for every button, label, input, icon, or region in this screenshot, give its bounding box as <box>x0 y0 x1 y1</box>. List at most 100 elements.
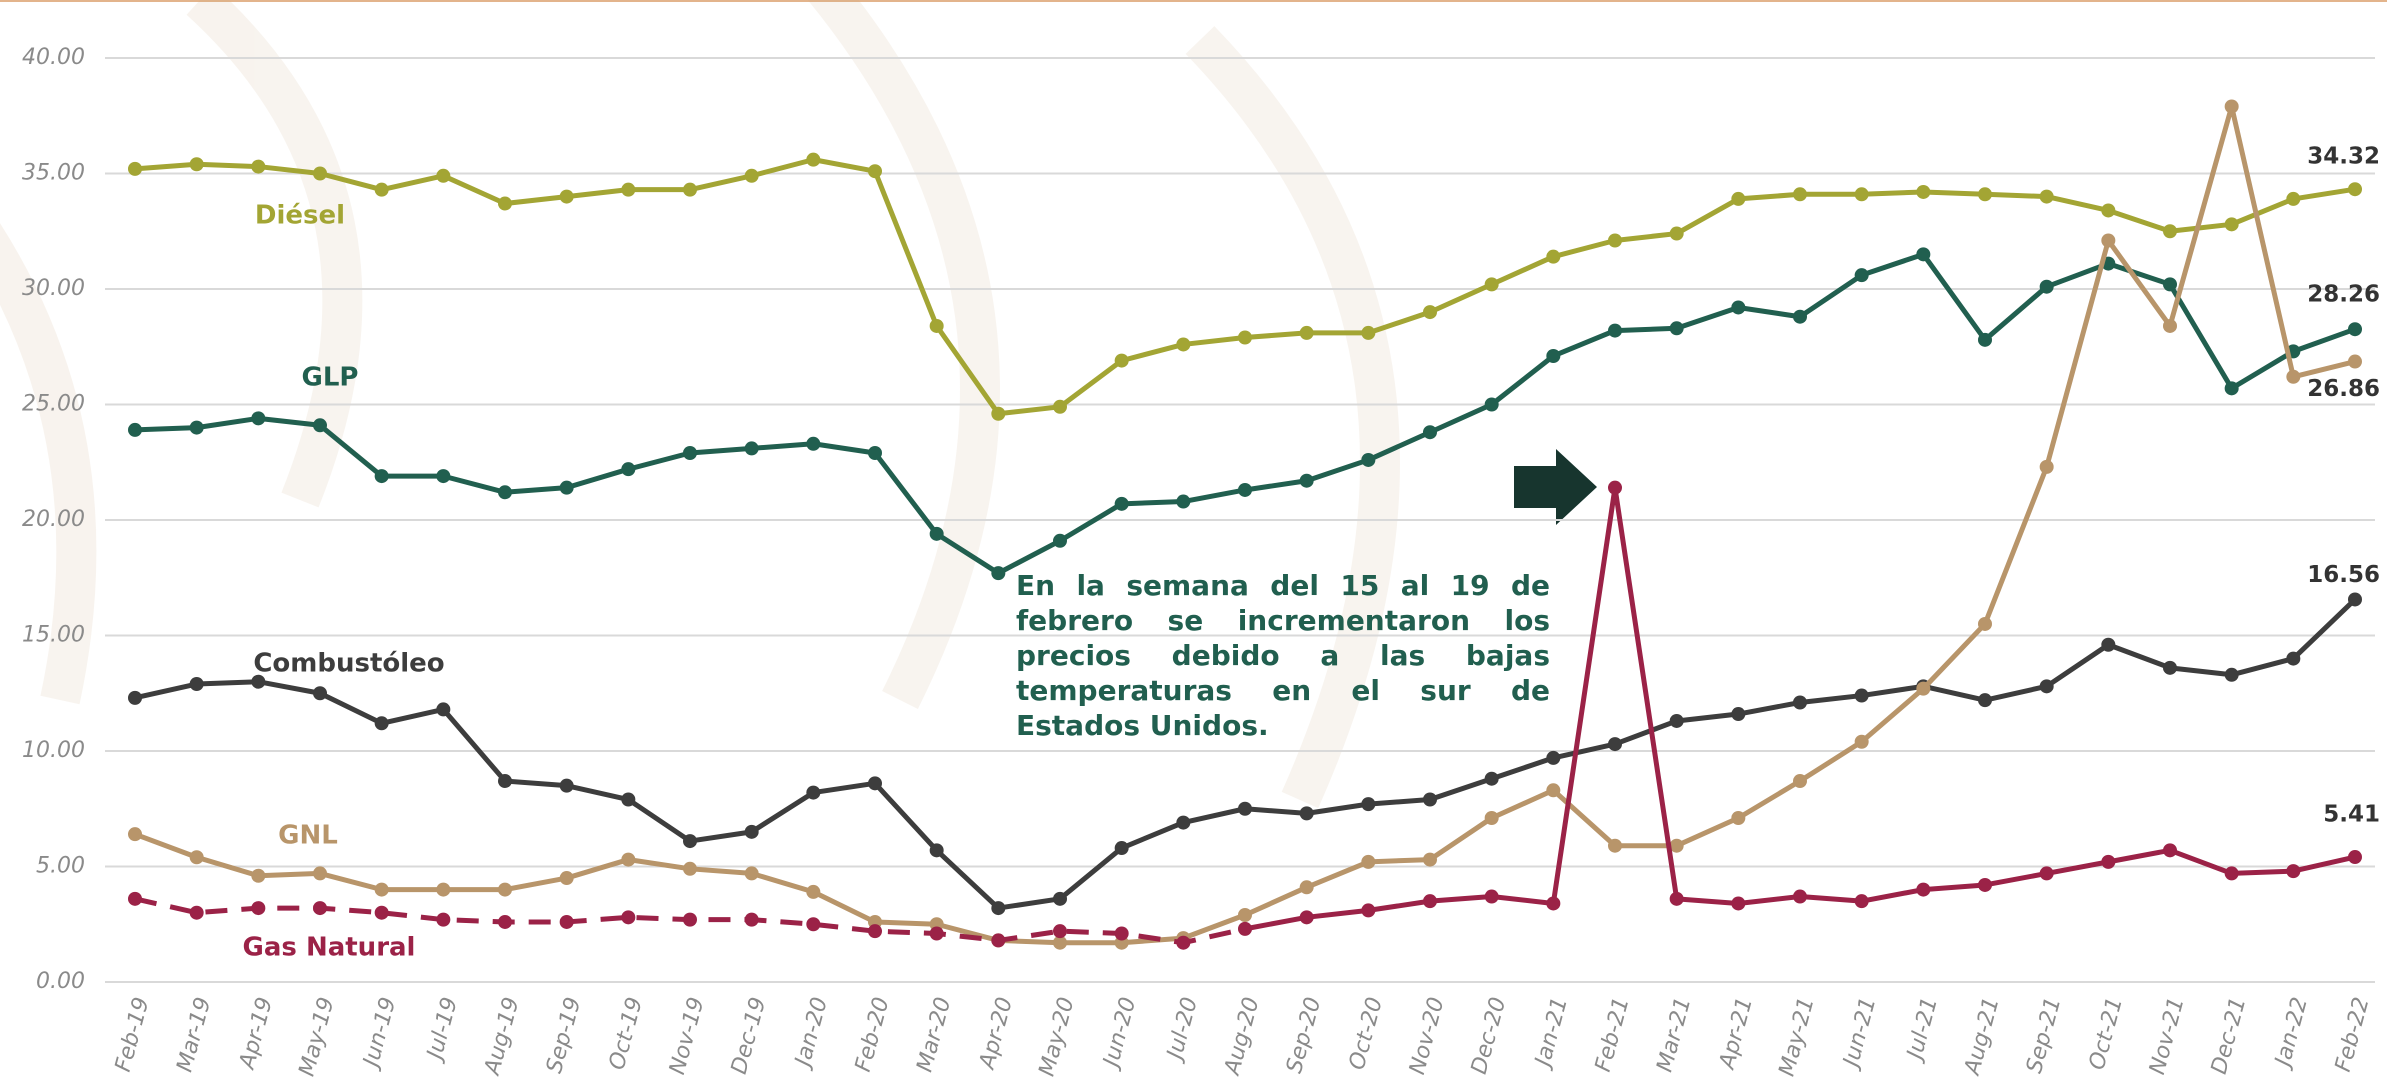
x-tick-label: Apr-19 <box>234 995 278 1074</box>
point <box>621 852 636 867</box>
point <box>929 526 944 541</box>
point <box>621 462 636 477</box>
point <box>189 157 204 172</box>
point <box>2163 660 2177 675</box>
y-tick-label: 5.00 <box>36 854 85 879</box>
point <box>2039 866 2054 881</box>
point <box>559 480 574 495</box>
x-tick-label: Mar-20 <box>912 995 956 1075</box>
point <box>1423 425 1437 440</box>
point <box>744 912 759 927</box>
point <box>868 924 882 939</box>
x-tick-label: Nov-21 <box>2145 995 2190 1078</box>
point <box>2286 369 2301 384</box>
point <box>1423 792 1437 807</box>
point <box>991 566 1006 581</box>
point <box>1978 877 1992 892</box>
point <box>436 168 451 183</box>
point <box>2101 203 2116 218</box>
point <box>313 166 327 181</box>
x-tick-label: Jul-19 <box>422 995 463 1066</box>
point <box>1793 695 1807 710</box>
point <box>374 469 389 484</box>
point <box>744 441 759 456</box>
annotation: En la semana del 15 al 19 de febrero se … <box>1016 569 1550 742</box>
point <box>128 827 142 842</box>
x-tick-label: Aug-20 <box>1220 995 1265 1080</box>
point <box>929 843 944 858</box>
point <box>1793 309 1807 324</box>
point <box>2039 679 2054 694</box>
point <box>2101 854 2116 869</box>
point <box>1669 891 1684 906</box>
series-label: GLP <box>302 363 359 393</box>
point <box>251 868 266 883</box>
point <box>1361 903 1376 918</box>
x-tick-label: Jan-22 <box>2270 995 2313 1073</box>
point <box>2163 843 2177 858</box>
end-value-label: 34.32 <box>2307 144 2380 170</box>
point <box>683 861 697 876</box>
point <box>1299 880 1314 895</box>
point <box>128 422 142 437</box>
point <box>1238 908 1252 923</box>
point <box>498 882 512 897</box>
point <box>1238 330 1252 345</box>
point <box>991 406 1006 421</box>
point <box>251 674 266 689</box>
point <box>1608 737 1622 752</box>
point <box>1484 397 1499 412</box>
point <box>128 891 142 906</box>
end-value-label: 26.86 <box>2307 376 2380 402</box>
point <box>1854 268 1869 283</box>
x-tick-label: Feb-21 <box>1591 995 1635 1075</box>
series-label: Gas Natural <box>243 933 416 963</box>
x-tick-label: Jun-20 <box>1098 995 1141 1073</box>
point <box>868 776 882 791</box>
point <box>1669 713 1684 728</box>
point <box>251 411 266 426</box>
point <box>868 164 882 179</box>
point <box>1854 734 1869 749</box>
x-tick-label: Nov-20 <box>1405 995 1450 1078</box>
x-tick-label: Feb-20 <box>851 995 895 1075</box>
x-tick-label: Nov-19 <box>665 995 710 1078</box>
end-value-label: 28.26 <box>2307 282 2380 308</box>
point <box>313 418 327 433</box>
point <box>1793 889 1807 904</box>
point <box>2348 182 2362 197</box>
point <box>683 834 697 849</box>
point <box>1731 191 1746 206</box>
point <box>374 716 389 731</box>
x-tick-label: Oct-21 <box>2085 995 2128 1073</box>
x-tick-label: Feb-22 <box>2331 995 2375 1075</box>
point <box>744 824 759 839</box>
point <box>189 905 204 920</box>
x-tick-label: Mar-19 <box>172 995 216 1075</box>
x-tick-label: Sep-19 <box>542 995 586 1076</box>
point <box>1978 616 1992 631</box>
x-tick-label: Oct-19 <box>605 995 648 1073</box>
point <box>1423 894 1437 909</box>
series-label: Diésel <box>255 201 345 231</box>
point <box>2286 864 2301 879</box>
point <box>744 168 759 183</box>
y-tick-label: 20.00 <box>22 507 85 532</box>
point <box>1423 852 1437 867</box>
x-tick-label: Dec-20 <box>1467 995 1511 1077</box>
point <box>806 884 821 899</box>
point <box>1793 774 1807 789</box>
point <box>1176 815 1191 830</box>
x-tick-label: Feb-19 <box>111 995 155 1075</box>
point <box>498 914 512 929</box>
point <box>1484 771 1499 786</box>
point <box>1176 494 1191 509</box>
point <box>1731 896 1746 911</box>
point <box>1608 233 1622 248</box>
point <box>621 792 636 807</box>
point <box>1238 921 1252 936</box>
x-tick-label: Dec-19 <box>727 995 771 1077</box>
end-value-label: 5.41 <box>2323 802 2380 828</box>
y-tick-label: 15.00 <box>22 623 85 648</box>
